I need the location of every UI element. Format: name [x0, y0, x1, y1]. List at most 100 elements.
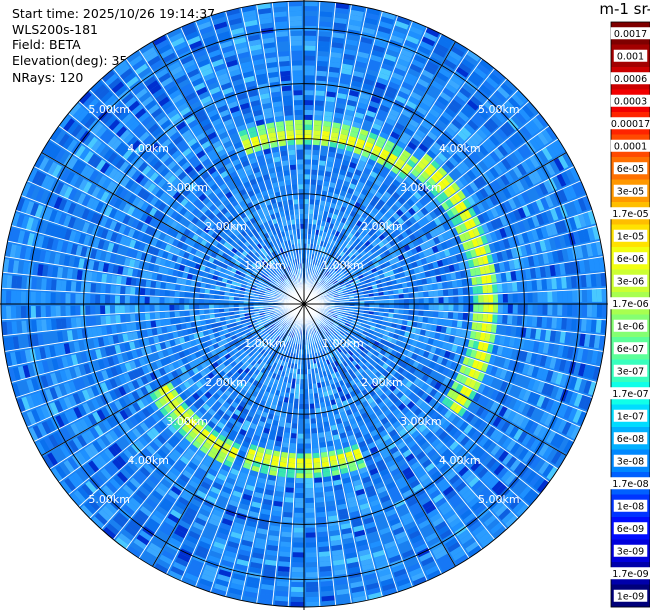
bin — [324, 258, 329, 265]
bin — [417, 45, 431, 56]
bin — [549, 159, 560, 174]
bin — [485, 363, 494, 374]
bin — [428, 238, 436, 247]
bin — [537, 341, 545, 353]
bin — [307, 228, 312, 234]
bin — [305, 522, 316, 528]
bin — [493, 163, 504, 176]
bin — [329, 334, 335, 340]
bin — [331, 316, 337, 320]
bin — [351, 241, 358, 248]
bin — [318, 261, 323, 267]
bin — [504, 370, 513, 381]
bin — [539, 265, 547, 278]
bin — [537, 425, 548, 439]
bin — [554, 206, 564, 220]
bin — [411, 429, 421, 439]
bin — [350, 331, 357, 337]
bin — [463, 304, 469, 312]
bin — [425, 88, 438, 99]
bin — [491, 323, 498, 333]
bin — [530, 407, 541, 420]
bin — [437, 340, 444, 348]
bin — [463, 366, 472, 376]
bin — [388, 294, 394, 299]
bin — [429, 145, 440, 156]
bin — [449, 473, 461, 485]
bin — [438, 133, 450, 144]
bin — [415, 146, 426, 157]
ray-32 — [309, 304, 606, 350]
bin — [305, 453, 313, 459]
bin — [293, 408, 299, 414]
bin — [591, 225, 600, 240]
bin — [280, 536, 292, 543]
bin — [461, 187, 471, 198]
bin — [323, 115, 333, 122]
bin — [315, 270, 319, 276]
bin — [351, 319, 357, 324]
bin — [544, 194, 554, 208]
bin — [426, 277, 433, 284]
bin — [372, 44, 386, 53]
bin — [341, 328, 347, 334]
bin — [342, 58, 354, 66]
bin — [418, 304, 424, 310]
bin — [292, 547, 304, 553]
bin — [495, 391, 504, 402]
bin — [520, 416, 530, 430]
bin — [351, 353, 358, 360]
bin — [515, 482, 528, 496]
bin — [330, 46, 343, 54]
bin — [439, 333, 446, 341]
bin — [442, 288, 449, 296]
ray-24 — [309, 210, 597, 303]
bin — [451, 279, 458, 288]
bin — [489, 194, 499, 206]
bin — [337, 326, 343, 331]
bin — [325, 161, 334, 168]
bin — [370, 225, 378, 233]
bin — [527, 304, 533, 315]
bin — [435, 325, 442, 333]
bin — [555, 453, 567, 468]
bin — [322, 257, 327, 264]
bin — [362, 348, 369, 355]
bin — [348, 89, 360, 97]
bin — [537, 291, 543, 303]
bin — [416, 341, 423, 348]
bin — [459, 420, 470, 432]
bin — [454, 235, 462, 244]
bin — [375, 370, 383, 378]
bin — [547, 304, 553, 316]
bin — [525, 470, 538, 484]
bin — [419, 473, 430, 483]
bin — [348, 362, 355, 369]
bin — [388, 108, 400, 118]
bin — [578, 378, 588, 393]
bin — [451, 152, 462, 164]
bin — [498, 356, 506, 368]
bin — [416, 450, 427, 461]
bin — [371, 367, 379, 375]
bin — [562, 186, 573, 201]
bin — [421, 278, 428, 285]
bin — [405, 72, 418, 82]
bin — [297, 453, 304, 459]
bin — [463, 122, 475, 135]
bin — [544, 265, 551, 277]
bin — [316, 271, 320, 277]
bin — [470, 192, 480, 204]
bin — [517, 206, 527, 219]
bin — [338, 232, 344, 239]
bin — [437, 318, 443, 325]
bin — [538, 182, 549, 196]
bin — [494, 229, 503, 240]
bin — [545, 383, 555, 397]
bin — [372, 144, 382, 153]
bin — [420, 257, 428, 265]
bin — [336, 347, 343, 353]
bin — [321, 461, 330, 468]
bin — [354, 142, 364, 151]
bin — [424, 270, 431, 278]
